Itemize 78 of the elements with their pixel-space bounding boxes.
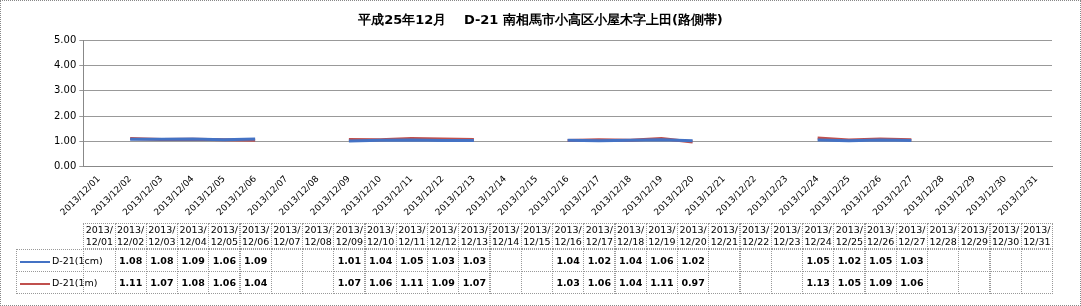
data-label: 1.09	[864, 271, 897, 294]
category-label: 2013/12/23	[773, 224, 801, 247]
category-label: 2013/12/28	[929, 224, 957, 247]
data-label: 1.05	[864, 249, 897, 272]
data-label: 1.06	[208, 271, 241, 294]
data-label: 1.09	[427, 271, 460, 294]
data-label: 1.02	[583, 249, 616, 272]
chart-title: 平成25年12月 D-21 南相馬市小高区小屋木字上田(路側帯)	[357, 11, 724, 29]
category-label: 2013/12/27	[898, 224, 926, 247]
data-label: 1.02	[677, 249, 710, 272]
y-tick-label: 1.00	[54, 134, 77, 146]
category-label: 2013/12/26	[866, 224, 895, 247]
data-label: 1.08	[177, 271, 210, 294]
data-label: 1.09	[177, 249, 210, 272]
category-label: 2013/12/07	[273, 224, 301, 247]
category-label: 2013/12/30	[991, 224, 1020, 247]
category-label: 2013/12/03	[148, 224, 176, 247]
data-label: 1.04	[614, 249, 647, 272]
data-label: 1.05	[395, 249, 428, 272]
data-label: 1.07	[458, 271, 491, 294]
data-label: 1.11	[645, 271, 678, 294]
data-label: 1.06	[364, 271, 397, 294]
category-label: 2013/12/22	[741, 224, 770, 247]
category-label: 2013/12/01	[85, 224, 114, 247]
category-label: 2013/12/12	[429, 224, 457, 247]
data-label: 1.06	[895, 271, 928, 294]
category-label: 2013/12/08	[304, 224, 332, 247]
data-label: 1.11	[114, 271, 147, 294]
category-label: 2013/12/31	[1023, 224, 1051, 247]
category-label: 2013/12/18	[616, 224, 645, 247]
data-label: 1.05	[802, 249, 835, 272]
data-label: 1.02	[833, 249, 866, 272]
legend-label: D-21(1cm)	[51, 254, 103, 268]
data-label: 1.06	[583, 271, 616, 294]
y-tick-label: 3.00	[54, 84, 77, 96]
category-label: 2013/12/11	[398, 224, 426, 247]
data-label: 1.11	[395, 271, 428, 294]
category-label: 2013/12/02	[116, 224, 145, 247]
legend-label: D-21(1m)	[51, 276, 98, 290]
category-label: 2013/12/17	[585, 224, 614, 247]
data-label: 1.04	[552, 249, 585, 272]
category-label: 2013/12/10	[366, 224, 395, 247]
y-tick-label: 4.00	[54, 58, 77, 70]
y-tick-label: 0.00	[54, 160, 77, 172]
data-label: 1.08	[145, 249, 178, 272]
category-label: 2013/12/15	[523, 224, 551, 247]
data-label: 1.03	[895, 249, 928, 272]
data-label: 1.04	[239, 271, 272, 294]
data-label: 1.04	[364, 249, 397, 272]
category-label: 2013/12/13	[460, 224, 489, 247]
category-label: 2013/12/21	[710, 224, 739, 247]
category-label: 2013/12/14	[491, 224, 520, 247]
data-label: 1.06	[208, 249, 241, 272]
category-label: 2013/12/24	[804, 224, 832, 247]
category-label: 2013/12/04	[179, 224, 207, 247]
data-label: 0.97	[677, 271, 710, 294]
data-label: 1.03	[552, 271, 585, 294]
category-label: 2013/12/06	[241, 224, 270, 247]
y-tick-label: 2.00	[54, 109, 77, 121]
data-label: 1.01	[333, 249, 366, 272]
category-label: 2013/12/05	[210, 224, 239, 247]
data-label: 1.07	[333, 271, 366, 294]
category-label: 2013/12/25	[835, 224, 864, 247]
data-label: 1.06	[645, 249, 678, 272]
data-label: 1.08	[114, 249, 147, 272]
category-label: 2013/12/16	[554, 224, 582, 247]
data-label: 1.05	[833, 271, 866, 294]
data-label: 1.13	[802, 271, 835, 294]
category-label: 2013/12/19	[648, 224, 676, 247]
category-label: 2013/12/20	[679, 224, 707, 247]
y-tick-label: 5.00	[54, 33, 77, 45]
data-label: 1.03	[458, 249, 491, 272]
data-label: 1.04	[614, 271, 647, 294]
category-label: 2013/12/09	[335, 224, 364, 247]
data-label: 1.07	[145, 271, 178, 294]
data-label: 1.09	[239, 249, 272, 272]
category-label: 2013/12/29	[960, 224, 989, 247]
data-label: 1.03	[427, 249, 460, 272]
